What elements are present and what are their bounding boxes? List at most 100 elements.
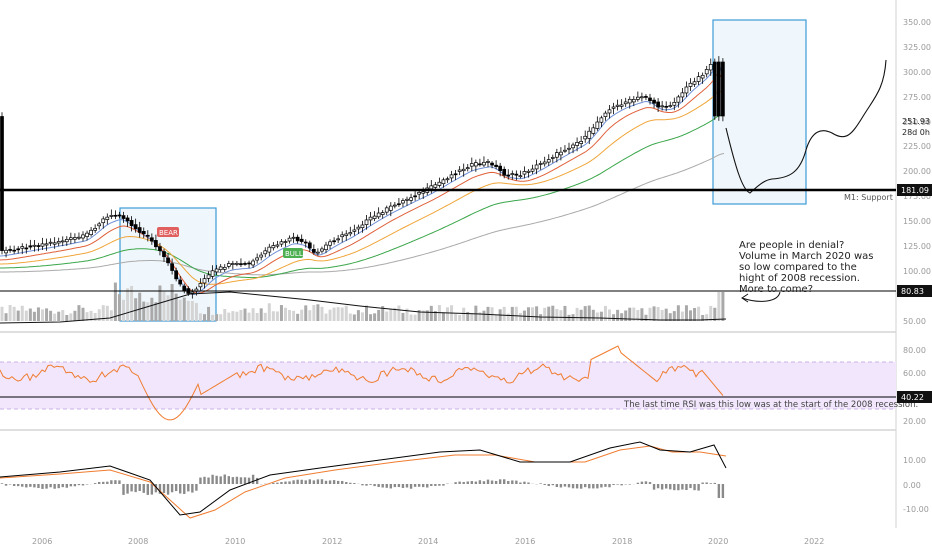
volume-note-line: so low compared to the [739, 262, 857, 273]
histogram-bar [644, 481, 648, 484]
volume-bar [267, 303, 271, 321]
volume-bar [166, 295, 170, 321]
candle [36, 245, 41, 247]
volume-bar [36, 307, 40, 321]
price-tick-label: 300.00 [903, 68, 931, 77]
candle [303, 241, 308, 244]
histogram-bar [381, 484, 384, 488]
volume-note-line: Are people in denial? [739, 240, 844, 251]
candle [105, 216, 110, 220]
volume-bar [547, 306, 551, 321]
histogram-bar [199, 477, 202, 484]
volume-bar [535, 306, 539, 321]
histogram-bar [547, 484, 550, 487]
histogram-bar [401, 484, 405, 488]
histogram-bar [288, 481, 291, 484]
candle [692, 81, 697, 85]
histogram-bar [332, 480, 336, 484]
rsi-band [0, 362, 896, 409]
candle [623, 101, 628, 105]
price-tick-label: 150.00 [903, 217, 931, 226]
volume-bar [595, 312, 599, 321]
histogram-bar [17, 484, 20, 487]
candle [506, 174, 511, 177]
histogram-bar [377, 484, 380, 488]
candle [89, 229, 93, 235]
volume-bar [668, 313, 672, 321]
volume-bar [458, 314, 462, 321]
volume-bar [198, 313, 202, 321]
histogram-bar [458, 481, 461, 484]
candle [170, 263, 174, 271]
candle [530, 168, 535, 172]
volume-bar [514, 306, 518, 321]
histogram-bar [312, 480, 316, 484]
candle [291, 236, 296, 239]
volume-bar [466, 311, 470, 321]
volume-bar [656, 306, 660, 321]
candle [166, 257, 170, 264]
volume-bar [381, 306, 385, 321]
histogram-bar [417, 484, 421, 487]
histogram-bar [227, 476, 230, 484]
candle [247, 262, 251, 265]
bear-label-bg [157, 227, 179, 237]
histogram-bar [409, 484, 413, 489]
volume-bar [365, 305, 368, 321]
histogram-bar [677, 484, 680, 491]
volume-bar [231, 311, 235, 321]
histogram-bar [21, 484, 24, 487]
volume-bar [81, 307, 85, 321]
histogram-bar [4, 484, 8, 486]
histogram-bar [280, 482, 283, 484]
histogram-bar [434, 484, 437, 486]
candle [518, 175, 523, 178]
candle [672, 101, 677, 106]
volume-bar [296, 313, 300, 321]
candle [567, 147, 571, 150]
histogram-bar [349, 482, 352, 484]
candle [461, 168, 466, 172]
candle [368, 216, 373, 221]
crash-2020-box [712, 19, 807, 205]
time-tick-label: 2022 [804, 537, 824, 546]
histogram-bar [563, 484, 567, 487]
histogram-bar [235, 476, 239, 484]
histogram-bar [276, 482, 279, 484]
volume-bar [73, 310, 77, 321]
candle [502, 168, 507, 176]
volume-bar [61, 310, 65, 321]
candle [60, 240, 65, 243]
volume-bar [340, 307, 344, 321]
candle [81, 234, 85, 239]
histogram-bar [138, 484, 141, 492]
candle [174, 270, 178, 280]
candle [178, 279, 183, 285]
candle [243, 263, 247, 265]
support-label: M1: Support [844, 193, 893, 202]
volume-bar [85, 312, 89, 321]
volume-bar [162, 291, 166, 321]
histogram-bar [93, 483, 97, 484]
candle [684, 86, 689, 94]
candle [591, 127, 596, 134]
time-axis: 2006 2008 2010 2012 2014 2016 2018 2020 … [32, 537, 824, 546]
histogram-bar [37, 484, 40, 488]
candle [696, 76, 701, 82]
histogram-bar [584, 484, 587, 488]
volume-bar [251, 308, 255, 321]
histogram-bar [239, 477, 243, 484]
candle [360, 224, 365, 229]
candle [364, 219, 369, 225]
volume-bar [502, 306, 506, 321]
time-tick-label: 2016 [515, 537, 535, 546]
candle [271, 245, 276, 249]
histogram-bar [588, 484, 591, 489]
volume-bar [693, 307, 697, 321]
candle [429, 185, 434, 190]
histogram-bar [713, 482, 716, 484]
volume-bar [134, 298, 138, 321]
candle [4, 249, 8, 254]
histogram-bar [191, 484, 194, 493]
